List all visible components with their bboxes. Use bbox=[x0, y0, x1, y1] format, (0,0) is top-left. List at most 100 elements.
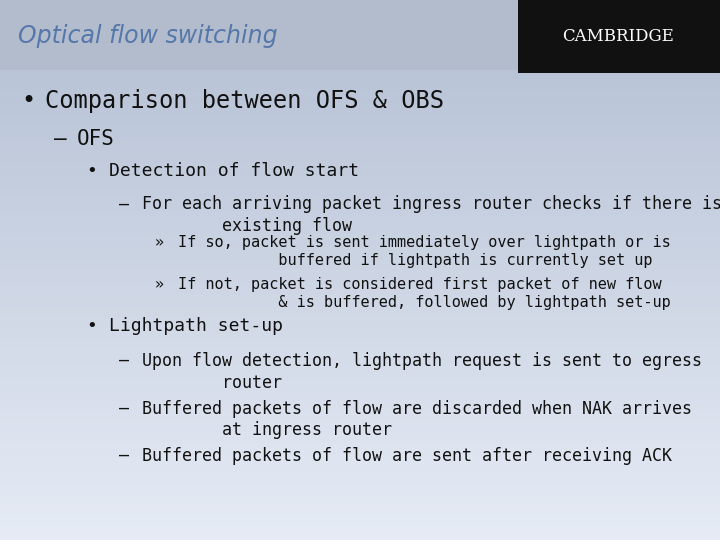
Bar bbox=[0, 378, 720, 380]
Bar bbox=[0, 335, 720, 336]
Bar bbox=[0, 216, 720, 218]
Bar bbox=[0, 200, 720, 201]
Text: –: – bbox=[119, 400, 129, 417]
Bar bbox=[0, 317, 720, 319]
Bar bbox=[0, 160, 720, 162]
Bar bbox=[0, 349, 720, 351]
Text: Optical flow switching: Optical flow switching bbox=[18, 24, 278, 48]
Bar bbox=[0, 490, 720, 491]
Bar bbox=[0, 405, 720, 407]
Bar bbox=[0, 63, 720, 65]
Bar bbox=[0, 268, 720, 270]
Bar bbox=[0, 463, 720, 464]
Bar bbox=[0, 259, 720, 261]
Bar bbox=[0, 387, 720, 389]
Bar bbox=[0, 329, 720, 331]
Bar bbox=[0, 511, 720, 513]
Bar bbox=[0, 333, 720, 335]
Bar bbox=[0, 9, 720, 11]
Bar bbox=[0, 151, 720, 153]
Bar bbox=[0, 72, 720, 74]
Bar bbox=[0, 524, 720, 525]
Bar bbox=[0, 409, 720, 410]
Bar bbox=[0, 97, 720, 99]
Bar bbox=[0, 328, 720, 329]
Bar bbox=[0, 0, 720, 70]
Bar bbox=[0, 488, 720, 490]
Bar bbox=[0, 450, 720, 452]
Bar bbox=[0, 347, 720, 349]
Bar bbox=[0, 34, 720, 36]
Bar bbox=[0, 178, 720, 180]
Text: CAMBRIDGE: CAMBRIDGE bbox=[562, 28, 674, 45]
Bar bbox=[0, 104, 720, 106]
Bar bbox=[0, 74, 720, 76]
Bar bbox=[0, 309, 720, 312]
Bar bbox=[0, 322, 720, 324]
Bar bbox=[0, 466, 720, 468]
Bar bbox=[0, 427, 720, 428]
Bar bbox=[0, 238, 720, 239]
Bar bbox=[0, 45, 720, 47]
Bar bbox=[0, 4, 720, 5]
Bar bbox=[0, 299, 720, 301]
Bar bbox=[0, 436, 720, 437]
Bar bbox=[0, 16, 720, 18]
Bar bbox=[0, 52, 720, 54]
Bar bbox=[0, 81, 720, 83]
Bar bbox=[0, 396, 720, 398]
Bar bbox=[0, 23, 720, 25]
Bar bbox=[0, 497, 720, 498]
Text: –: – bbox=[119, 195, 129, 213]
Bar bbox=[0, 88, 720, 90]
Bar bbox=[0, 339, 720, 340]
Bar bbox=[0, 167, 720, 169]
Bar bbox=[0, 119, 720, 120]
Bar bbox=[0, 502, 720, 504]
Bar bbox=[0, 266, 720, 268]
Bar bbox=[0, 471, 720, 474]
Bar bbox=[0, 417, 720, 420]
Bar bbox=[0, 86, 720, 88]
Bar bbox=[0, 515, 720, 517]
Bar bbox=[0, 288, 720, 290]
Bar bbox=[0, 423, 720, 425]
Bar bbox=[0, 158, 720, 160]
Text: –: – bbox=[54, 129, 67, 148]
Bar bbox=[0, 137, 720, 139]
Bar bbox=[0, 432, 720, 434]
Bar bbox=[0, 398, 720, 400]
Bar bbox=[0, 513, 720, 515]
Bar bbox=[0, 324, 720, 326]
Bar bbox=[0, 144, 720, 146]
Bar bbox=[0, 493, 720, 495]
Bar bbox=[0, 18, 720, 20]
Bar bbox=[0, 15, 720, 16]
Bar bbox=[0, 231, 720, 232]
Text: Buffered packets of flow are sent after receiving ACK: Buffered packets of flow are sent after … bbox=[142, 447, 672, 465]
Bar bbox=[0, 187, 720, 189]
Bar bbox=[0, 531, 720, 533]
Bar bbox=[0, 50, 720, 52]
Bar bbox=[0, 292, 720, 293]
Bar bbox=[0, 385, 720, 387]
Bar bbox=[0, 297, 720, 299]
Bar bbox=[0, 155, 720, 157]
Bar bbox=[0, 139, 720, 140]
Bar bbox=[0, 83, 720, 85]
Bar bbox=[0, 31, 720, 32]
Bar bbox=[0, 501, 720, 502]
Text: Comparison between OFS & OBS: Comparison between OFS & OBS bbox=[45, 89, 444, 113]
Bar bbox=[0, 47, 720, 49]
Bar bbox=[0, 454, 720, 455]
Bar bbox=[0, 120, 720, 123]
Bar bbox=[0, 162, 720, 164]
Bar bbox=[0, 193, 720, 194]
Bar bbox=[0, 282, 720, 285]
Bar bbox=[0, 131, 720, 133]
Bar bbox=[0, 373, 720, 374]
Bar bbox=[0, 189, 720, 191]
Bar bbox=[0, 12, 720, 15]
Bar bbox=[0, 533, 720, 535]
Bar bbox=[0, 420, 720, 421]
